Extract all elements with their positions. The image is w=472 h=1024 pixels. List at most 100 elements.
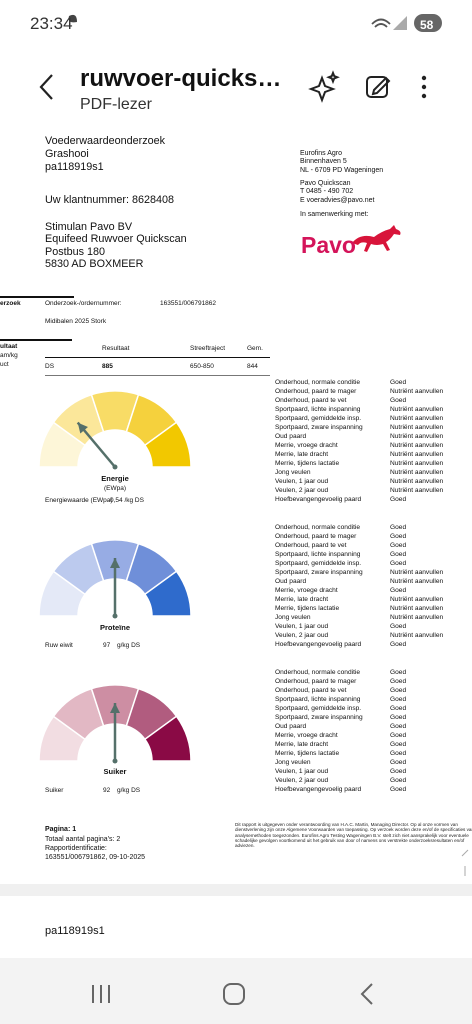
condition: Sportpaard, gemiddelde insp. (275, 414, 362, 422)
gauge-unit: (EWpa) (103, 484, 127, 492)
condition: Sportpaard, zware inspanning (275, 713, 363, 721)
advice: Nutriënt aanvullen (390, 632, 444, 640)
condition: Onderhoud, paard te vet (275, 686, 347, 694)
advice: Goed (390, 777, 407, 785)
advice: Nutriënt aanvullen (390, 414, 444, 422)
condition: Onderhoud, normale conditie (275, 523, 361, 531)
advice: Nutriënt aanvullen (390, 487, 444, 495)
order-number: 163551/006791862 (160, 299, 217, 307)
clock: 23:34 (30, 14, 73, 34)
advice: Nutriënt aanvullen (390, 478, 444, 486)
advice: Goed (390, 741, 407, 749)
condition: Onderhoud, normale conditie (275, 668, 361, 676)
advice: Goed (390, 541, 407, 549)
menu-button[interactable] (421, 75, 427, 99)
condition: Merrie, vroege dracht (275, 587, 338, 595)
condition: Onderhoud, normale conditie (275, 378, 361, 386)
logo: Pavo (301, 231, 356, 258)
side-label: ultaat (0, 342, 18, 350)
measure-value: 92 (103, 786, 111, 794)
table-cell: DS (45, 362, 55, 370)
advice: Nutriënt aanvullen (390, 451, 444, 459)
condition: Veulen, 2 jaar oud (275, 632, 329, 640)
advice: Nutriënt aanvullen (390, 442, 444, 450)
advice: Goed (390, 768, 407, 776)
gauge-title: Proteïne (99, 623, 131, 632)
edit-button[interactable] (366, 76, 391, 98)
rule (0, 339, 72, 341)
report-id: 163551/006791862, 09-10-2025 (45, 854, 146, 862)
battery-level: 58 (420, 18, 434, 33)
gauge-needle-head (110, 558, 120, 568)
address-line: Uw klantnummer: 8628408 (45, 194, 175, 207)
advice: Nutriënt aanvullen (390, 433, 444, 441)
side-label: uct (0, 360, 9, 368)
rule (45, 357, 270, 358)
condition: Veulen, 1 jaar oud (275, 623, 329, 631)
measure-label: Suiker (45, 786, 64, 794)
page-gap (0, 884, 472, 896)
advice: Goed (390, 559, 407, 567)
condition: Merrie, vroege dracht (275, 732, 338, 740)
condition: Onderhoud, paard te vet (275, 396, 347, 404)
gauge-segment (143, 570, 192, 617)
advice: Goed (390, 523, 407, 531)
condition: Sportpaard, gemiddelde insp. (275, 704, 362, 712)
advice: Goed (390, 786, 407, 794)
address-line: Voederwaardeonderzoek (45, 135, 166, 148)
advice: Nutriënt aanvullen (390, 596, 444, 604)
gauge-pivot (112, 758, 118, 764)
condition: Veulen, 1 jaar oud (275, 768, 329, 776)
battery-icon (414, 14, 442, 32)
advice: Goed (390, 759, 407, 767)
condition: Merrie, late dracht (275, 741, 329, 749)
measure-label: Energiewaarde (EWpa) (45, 496, 113, 504)
advice: Goed (390, 713, 407, 721)
next-page-text: pa118919s1 (45, 925, 105, 938)
side-label: am/kg (0, 351, 18, 359)
column-header: Resultaat (102, 344, 130, 352)
condition: Hoefbevangengevoelig paard (275, 786, 362, 794)
ai-button[interactable] (308, 70, 340, 103)
condition: Merrie, late dracht (275, 596, 329, 604)
advice: Nutriënt aanvullen (390, 568, 444, 576)
report-label: Rapportidentificatie: (45, 845, 107, 853)
condition: Onderhoud, paard te mager (275, 387, 357, 395)
advice: Goed (390, 378, 407, 386)
table-cell: 844 (247, 362, 258, 370)
condition: Jong veulen (275, 759, 311, 767)
condition: Oud paard (275, 723, 307, 731)
nav-buttons[interactable] (92, 983, 373, 1005)
condition: Sportpaard, lichte inspanning (275, 405, 361, 413)
advice: Goed (390, 695, 407, 703)
condition: Hoefbevangengevoelig paard (275, 641, 362, 649)
pavo-horse (352, 225, 401, 252)
lab-line: In samenwerking met: (300, 211, 369, 219)
advice: Goed (390, 550, 407, 558)
condition: Veulen, 2 jaar oud (275, 487, 329, 495)
address-line: pa118919s1 (45, 161, 104, 174)
condition: Sportpaard, gemiddelde insp. (275, 559, 362, 567)
advice: Goed (390, 723, 407, 731)
address-line: 5830 AD BOXMEER (45, 258, 144, 271)
signal-icon (393, 16, 407, 30)
lab-line: E voeradvies@pavo.net (300, 197, 375, 205)
gauge-title: Energie (101, 474, 129, 483)
navigation-bar (0, 958, 472, 1024)
condition: Veulen, 2 jaar oud (275, 777, 329, 785)
advice: Nutriënt aanvullen (390, 387, 444, 395)
advice: Goed (390, 532, 407, 540)
condition: Merrie, vroege dracht (275, 442, 338, 450)
condition: Onderhoud, paard te mager (275, 677, 357, 685)
back-button[interactable] (39, 74, 53, 100)
table-cell: 650-850 (190, 362, 214, 370)
advice: Nutriënt aanvullen (390, 460, 444, 468)
page-edge (461, 849, 469, 876)
condition: Sportpaard, zware inspanning (275, 568, 363, 576)
table-cell: 885 (102, 362, 113, 370)
lab-line: T 0485 - 490 702 (300, 188, 354, 196)
advice: Nutriënt aanvullen (390, 614, 444, 622)
gauge-segment (143, 421, 192, 468)
